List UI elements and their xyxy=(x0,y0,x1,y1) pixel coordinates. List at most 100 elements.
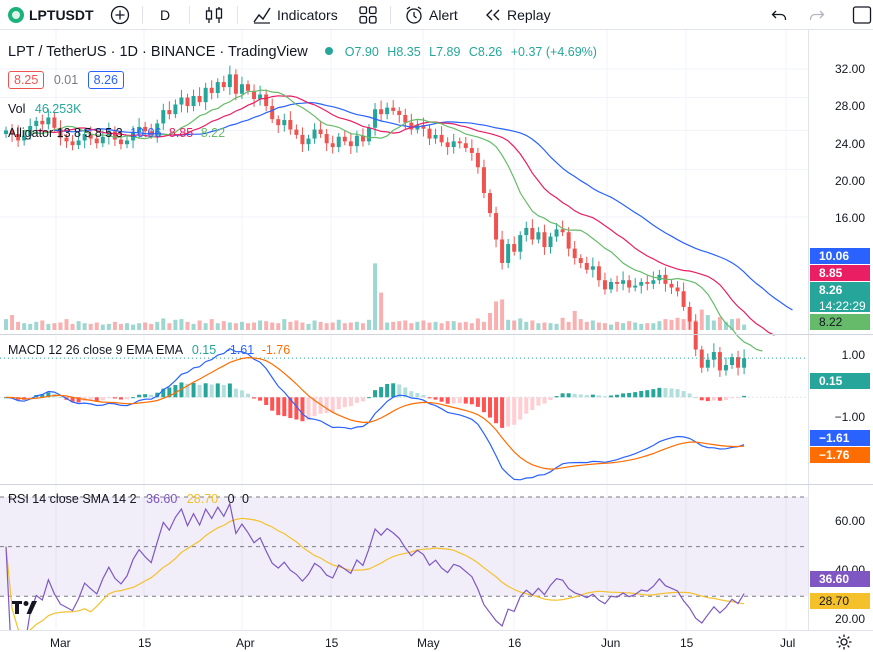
volume-bar xyxy=(76,321,81,330)
volume-bar xyxy=(391,321,396,330)
candle-body xyxy=(330,143,335,148)
volume-bar xyxy=(258,320,263,330)
candle-body xyxy=(693,321,698,350)
macd-hist-value: 0.15 xyxy=(191,343,217,357)
macd-histogram-bar xyxy=(651,389,656,398)
tradingview-logo[interactable] xyxy=(10,596,40,618)
rsi-tick: 60.00 xyxy=(834,514,865,528)
candle-body xyxy=(554,229,559,237)
rsi-label[interactable]: RSI 14 close SMA 14 2 xyxy=(8,492,137,506)
volume-bar xyxy=(536,323,541,330)
interval-button[interactable]: D xyxy=(160,0,170,29)
indicators-button[interactable]: Indicators xyxy=(252,0,338,29)
volume-bar xyxy=(34,321,39,330)
volume-bar xyxy=(675,317,680,330)
sell-price-button[interactable]: 8.25 xyxy=(8,71,45,89)
macd-histogram-bar xyxy=(246,393,250,398)
volume-bar xyxy=(621,323,626,330)
volume-bar xyxy=(645,323,650,330)
macd-histogram-bar xyxy=(131,397,136,399)
chart-type-button[interactable] xyxy=(204,0,224,29)
gear-icon xyxy=(836,634,852,650)
lips-price-tag: 8.22 xyxy=(810,314,870,330)
interval-label: D xyxy=(160,6,171,23)
redo-button[interactable] xyxy=(808,0,826,29)
time-axis[interactable]: Mar 15 Apr 15 May 16 Jun 15 Jul xyxy=(0,630,873,652)
chart-canvas[interactable] xyxy=(0,30,808,630)
layouts-button[interactable] xyxy=(358,0,378,29)
buy-price-button[interactable]: 8.26 xyxy=(87,71,124,89)
ohlc-change: +0.37 (+4.69%) xyxy=(510,45,597,59)
pane-divider[interactable] xyxy=(0,484,873,485)
volume-bar xyxy=(615,321,620,330)
toolbar-divider xyxy=(142,6,143,24)
layout-menu-button[interactable] xyxy=(852,0,872,29)
macd-histogram-bar xyxy=(155,392,160,398)
candle-body xyxy=(94,138,99,144)
add-circle-icon xyxy=(110,5,130,24)
candle-body xyxy=(106,131,111,137)
macd-histogram-bar xyxy=(258,397,263,401)
macd-label[interactable]: MACD 12 26 close 9 EMA EMA xyxy=(8,343,183,357)
time-label: Mar xyxy=(50,636,71,650)
macd-histogram-bar xyxy=(711,397,716,401)
alligator-label[interactable]: Alligator 13 8 5 8 5 3 xyxy=(8,126,123,140)
volume-bar xyxy=(633,322,638,330)
macd-histogram-bar xyxy=(203,383,208,398)
jaw-price-tag: 10.06 xyxy=(810,248,870,264)
redo-icon xyxy=(809,10,825,20)
chart-title[interactable]: LPT / TetherUS · 1D · BINANCE · TradingV… xyxy=(8,44,308,60)
macd-histogram-bar xyxy=(445,397,450,404)
volume-bar xyxy=(717,317,722,330)
pane-divider[interactable] xyxy=(0,334,873,335)
alligator-legend: Alligator 13 8 5 8 5 3 10.06 8.85 8.22 xyxy=(8,126,225,140)
candle-body xyxy=(481,167,486,194)
volume-bar xyxy=(64,319,69,330)
candle-body xyxy=(288,120,293,130)
candle-body xyxy=(572,248,577,259)
macd-histogram-bar xyxy=(548,397,553,400)
alligator-teeth-line xyxy=(36,95,775,336)
candle-body xyxy=(584,262,589,270)
chart-settings-button[interactable] xyxy=(835,633,853,652)
candle-body xyxy=(173,104,178,115)
alert-button[interactable]: Alert xyxy=(404,0,458,29)
replay-button[interactable]: Replay xyxy=(484,0,551,29)
candle-body xyxy=(143,126,148,132)
candle-body xyxy=(475,152,480,168)
volume-bar xyxy=(167,323,172,330)
volume-bar xyxy=(252,322,257,330)
spread-value: 0.01 xyxy=(53,73,79,87)
volume-bar xyxy=(276,323,281,330)
compare-button[interactable] xyxy=(110,0,130,29)
macd-histogram-bar xyxy=(367,397,371,399)
volume-bar xyxy=(342,323,347,330)
macd-histogram-bar xyxy=(360,397,365,402)
rsi-sma-tag: 28.70 xyxy=(810,593,870,609)
volume-bar xyxy=(131,324,136,330)
volume-label[interactable]: Vol xyxy=(8,102,26,116)
volume-bar xyxy=(723,321,728,330)
candle-body xyxy=(427,128,432,139)
candle-body xyxy=(367,127,371,142)
macd-histogram-bar xyxy=(469,397,474,405)
volume-bar xyxy=(518,318,523,330)
macd-histogram-bar xyxy=(173,385,178,398)
volume-bar xyxy=(348,322,353,330)
macd-histogram-bar xyxy=(602,396,607,398)
macd-histogram-bar xyxy=(282,397,287,417)
macd-histogram-bar xyxy=(318,397,323,414)
symbol-search-button[interactable]: LPTUSDT xyxy=(8,0,94,29)
macd-histogram-bar xyxy=(512,397,517,425)
macd-histogram-bar xyxy=(488,397,492,418)
macd-histogram-bar xyxy=(300,397,305,422)
volume-bar xyxy=(742,324,747,330)
candle-body xyxy=(730,357,734,365)
macd-histogram-bar xyxy=(324,397,329,414)
candle-body xyxy=(155,123,160,135)
candle-body xyxy=(46,117,51,125)
price-scale[interactable]: 32.00 28.00 24.00 20.00 16.00 10.06 8.85… xyxy=(808,30,873,630)
undo-button[interactable] xyxy=(770,0,788,29)
volume-bar xyxy=(681,319,686,330)
rsi-extra-value: 0 xyxy=(227,492,235,506)
